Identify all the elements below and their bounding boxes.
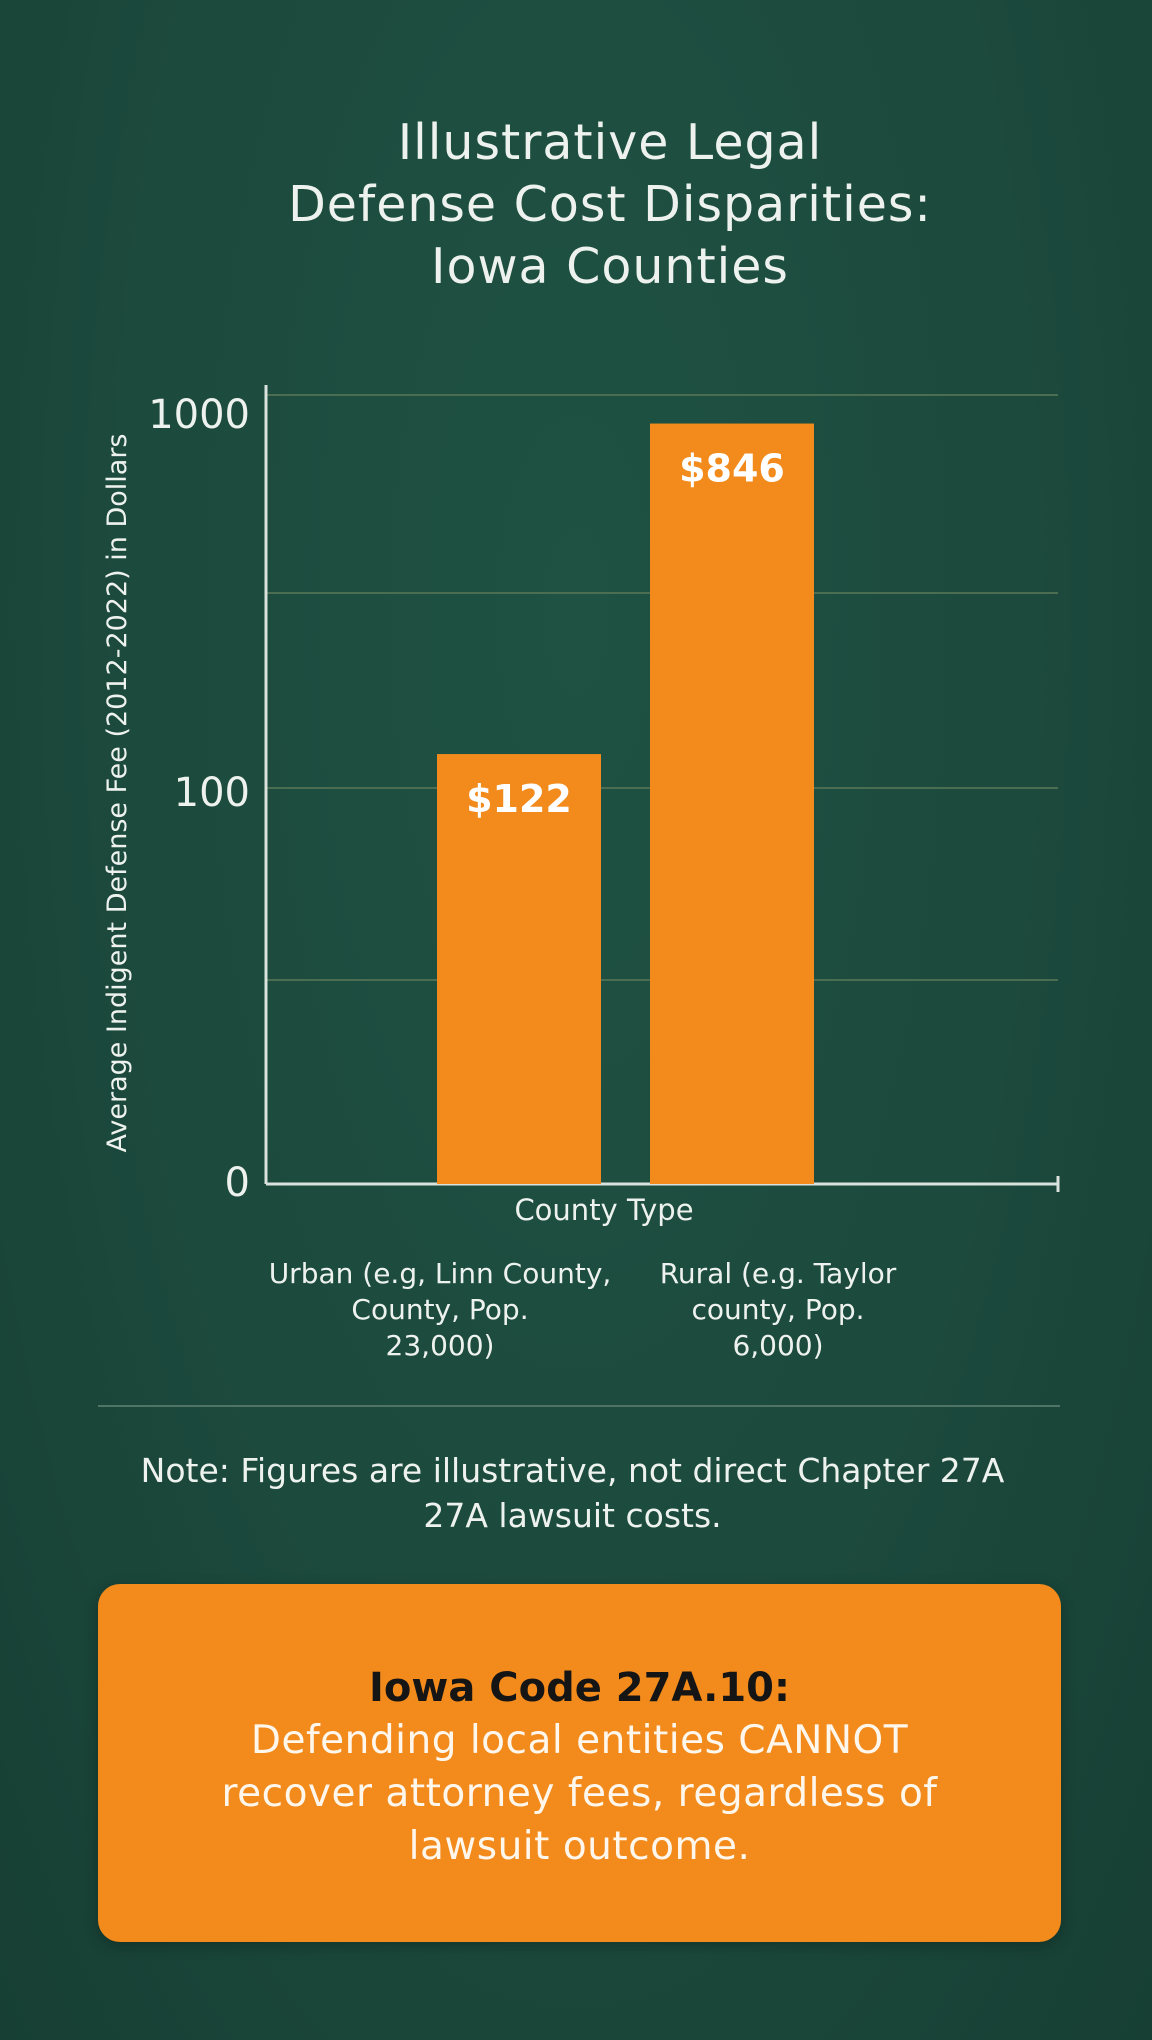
bar-data-label: $846 <box>679 447 785 491</box>
footnote: Note: Figures are illustrative, not dire… <box>100 1448 1045 1538</box>
callout-body: Defending local entities CANNOT recover … <box>221 1718 938 1869</box>
bar <box>650 423 814 1184</box>
y-tick-label: 0 <box>225 1160 250 1206</box>
x-category-label: Urban (e.g, Linn County, <box>269 1257 612 1290</box>
y-tick-label: 1000 <box>148 392 250 438</box>
x-category-label: 23,000) <box>386 1329 495 1362</box>
callout-heading: Iowa Code 27A.10: <box>369 1665 790 1711</box>
x-category-label: county, Pop. <box>691 1293 864 1326</box>
chart-title: Illustrative Legal Defense Cost Disparit… <box>150 112 1070 298</box>
x-category-label: County, Pop. <box>351 1293 528 1326</box>
section-divider <box>98 1405 1060 1407</box>
legal-callout-box: Iowa Code 27A.10: Defending local entiti… <box>98 1584 1061 1942</box>
chart-title-line: Defense Cost Disparities: <box>288 176 932 233</box>
bar-chart: 0 100 1000 Average Indigent Defense Fee (20… <box>102 385 1060 1362</box>
footnote-line: 27A lawsuit costs. <box>423 1496 722 1535</box>
x-axis-label: County Type <box>514 1193 693 1227</box>
chart-title-line: Illustrative Legal <box>397 114 823 171</box>
footnote-line: Note: Figures are illustrative, not dire… <box>140 1451 1005 1490</box>
x-category-label: 6,000) <box>732 1329 823 1362</box>
bar-data-label: $122 <box>466 777 572 821</box>
bar <box>437 754 601 1184</box>
y-axis-label: Average Indigent Defense Fee (2012-2022)… <box>102 434 133 1153</box>
y-tick-label: 100 <box>174 770 250 816</box>
x-category-label: Rural (e.g. Taylor <box>660 1257 897 1290</box>
chart-title-line: Iowa Counties <box>431 238 789 295</box>
